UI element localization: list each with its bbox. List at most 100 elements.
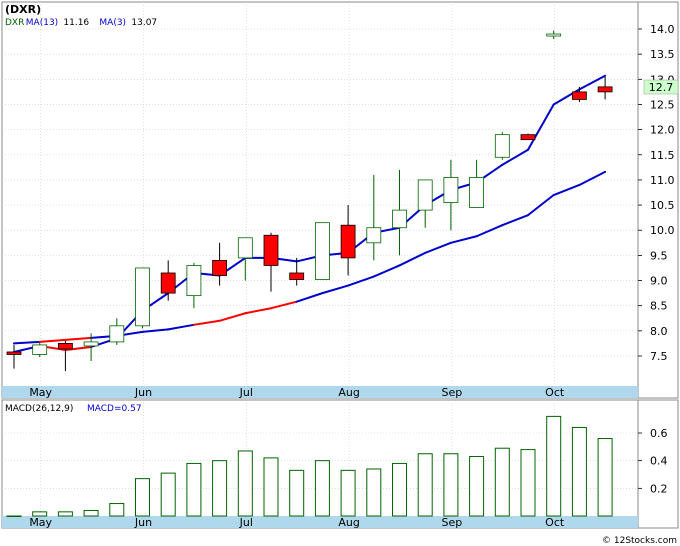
legend-series-value: 11.16 xyxy=(63,18,89,28)
macd-label: MACD(26,12,9) xyxy=(5,404,73,414)
legend-series-name: MA(13) xyxy=(26,18,58,28)
macd-bars xyxy=(6,415,613,517)
candle-body xyxy=(597,86,613,93)
candle-body xyxy=(392,209,407,229)
price-x-axis: May Jun Jul Aug Sep Oct xyxy=(29,386,565,399)
ma13-segment xyxy=(321,284,350,295)
macd-x-tick-label: Jul xyxy=(239,516,253,529)
macd-value-label: MACD=0.57 xyxy=(87,404,142,414)
macd-bar xyxy=(366,468,382,517)
ma13-segment xyxy=(475,224,504,238)
ma3-segment xyxy=(501,148,529,166)
macd-x-tick-label: May xyxy=(29,516,52,529)
candle-body xyxy=(469,177,485,208)
ma13-segment xyxy=(38,338,67,343)
price-y-tick-label: 12.0 xyxy=(650,124,675,137)
ma3-segment xyxy=(64,345,93,351)
ma13-segment xyxy=(449,235,478,244)
candle-body xyxy=(417,179,433,211)
macd-bar xyxy=(392,462,407,517)
candle-body xyxy=(6,351,22,355)
ma13-segment xyxy=(64,336,93,341)
ma13-segment xyxy=(192,319,221,326)
macd-y-tick-label: 0.6 xyxy=(650,427,668,440)
macd-bar xyxy=(32,511,48,517)
ma13-segment xyxy=(167,323,195,331)
macd-y-tick-label: 0.2 xyxy=(650,482,668,495)
ma13-segment xyxy=(270,300,298,310)
macd-x-tick-label: Jun xyxy=(134,516,152,529)
candle-body xyxy=(186,265,202,297)
price-y-tick-label: 11.0 xyxy=(650,174,675,187)
macd-bar xyxy=(597,438,613,517)
ma13-segment xyxy=(527,194,555,217)
macd-axis-frame xyxy=(637,399,679,529)
candle-body xyxy=(494,134,510,158)
price-y-tick-label: 8.0 xyxy=(650,325,668,338)
price-x-tick-label: Aug xyxy=(338,386,359,399)
candle-body xyxy=(135,267,150,327)
price-y-tick-label: 11.5 xyxy=(650,149,675,162)
price-x-tick-label: Jun xyxy=(134,386,152,399)
candle-body xyxy=(340,224,356,259)
ticker-label: (DXR) xyxy=(5,3,41,16)
ma3-segment xyxy=(578,74,607,91)
macd-x-tick-label: Aug xyxy=(338,516,359,529)
legend-series-value: 13.07 xyxy=(131,18,157,28)
watermark: © 12Stocks.com xyxy=(602,536,677,546)
price-x-tick-label: Oct xyxy=(545,386,565,399)
macd-bar xyxy=(417,453,433,517)
macd-y-tick-label: 0.4 xyxy=(650,455,668,468)
price-y-tick-label: 14.0 xyxy=(650,23,675,36)
macd-bar xyxy=(469,456,485,517)
legend-series-name: MA(3) xyxy=(99,18,126,28)
candlesticks xyxy=(6,30,613,372)
macd-bar xyxy=(263,457,279,517)
macd-bar xyxy=(494,447,510,517)
price-x-tick-label: Jul xyxy=(239,386,253,399)
ma13-line xyxy=(13,170,607,345)
ma13-segment xyxy=(244,307,272,315)
ma13-segment xyxy=(424,241,452,254)
macd-bar xyxy=(57,511,73,517)
price-y-axis: 7.5 8.0 8.5 9.0 9.5 10.0 10.5 11.0 11.5 12.0 12.5 1… xyxy=(638,23,675,363)
macd-x-tick-label: Sep xyxy=(442,516,463,529)
candle-body xyxy=(32,344,48,355)
ma13-segment xyxy=(552,183,581,197)
macd-bar xyxy=(212,460,228,517)
price-y-tick-label: 7.5 xyxy=(650,350,668,363)
candle-body xyxy=(237,237,253,259)
ma13-segment xyxy=(398,251,427,267)
candle-body xyxy=(366,227,382,244)
ma13-segment xyxy=(501,214,529,227)
candle-body xyxy=(160,272,176,294)
ma13-segment xyxy=(218,312,247,322)
ma13-segment xyxy=(295,292,324,303)
macd-x-tick-label: Oct xyxy=(545,516,565,529)
ma13-segment xyxy=(141,328,170,333)
macd-bar xyxy=(289,469,305,517)
price-x-tick-label: Sep xyxy=(442,386,463,399)
legend-series-name: DXR xyxy=(5,18,24,28)
macd-bar xyxy=(135,478,150,517)
macd-y-axis: 0.2 0.4 0.6 xyxy=(638,427,668,495)
price-y-tick-label: 9.5 xyxy=(650,249,668,262)
price-y-tick-label: 10.0 xyxy=(650,224,675,237)
candle-body xyxy=(58,343,73,350)
macd-bar xyxy=(546,415,562,517)
macd-bar xyxy=(340,469,356,517)
price-y-tick-label: 8.5 xyxy=(650,300,668,313)
macd-bar xyxy=(6,515,22,517)
ma13-segment xyxy=(372,264,401,278)
last-price-badge-bg xyxy=(643,79,679,95)
price-date-band xyxy=(2,386,638,398)
candle-body xyxy=(83,341,99,347)
price-y-tick-label: 9.0 xyxy=(650,275,668,288)
price-legend: DXR MA(13) 11.16 MA(3) 13.07 xyxy=(5,18,157,28)
macd-bar xyxy=(571,426,587,517)
macd-bar xyxy=(443,453,459,517)
ma13-segment xyxy=(347,275,375,287)
candle-body xyxy=(443,177,459,203)
candle-body xyxy=(263,234,279,266)
